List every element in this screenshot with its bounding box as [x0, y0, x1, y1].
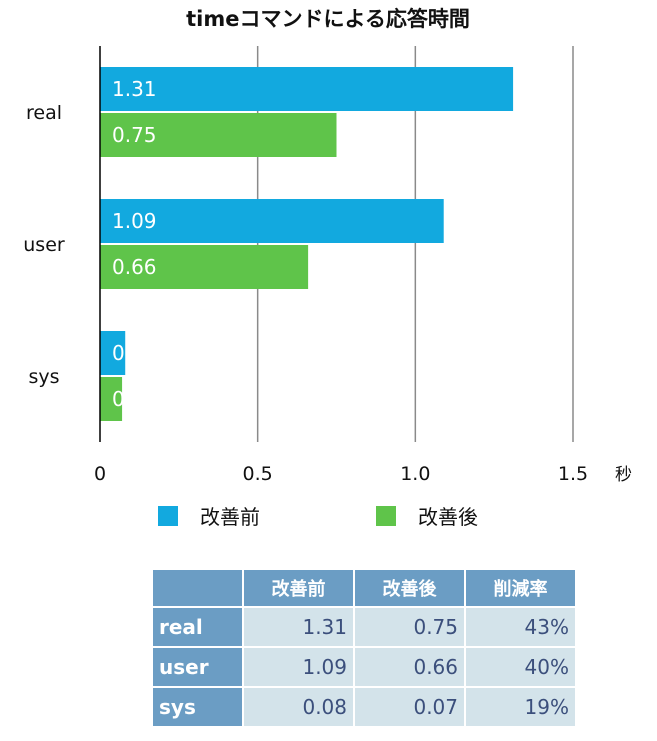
x-tick-label: 1.5: [558, 463, 588, 485]
bar-user-after: [100, 245, 309, 289]
x-tick-labels: 0 0.5 1.0 1.5: [94, 463, 588, 485]
data-label: 0.07: [112, 387, 157, 411]
table-header-after: 改善後: [353, 568, 466, 608]
x-tick-label: 0: [94, 463, 106, 485]
table-header-rate: 削減率: [464, 568, 577, 608]
chart-title: timeコマンドによる応答時間: [186, 7, 470, 31]
data-label: 1.09: [112, 209, 157, 233]
data-table: 改善前 改善後 削減率 real 1.31 0.75 43% user 1.09…: [151, 568, 577, 728]
category-label-sys: sys: [28, 366, 59, 388]
cell-after: 0.07: [353, 686, 466, 728]
table-row: real 1.31 0.75 43%: [151, 606, 577, 648]
bar-sys-before: [100, 331, 126, 375]
cell-after: 0.75: [353, 606, 466, 648]
legend-label-after: 改善後: [418, 505, 478, 529]
x-unit-label: 秒: [615, 465, 632, 485]
data-label: 0.08: [112, 341, 157, 365]
x-tick-label: 0.5: [243, 463, 273, 485]
bars: 1.31 0.75 1.09 0.66 0.08 0.07: [100, 67, 514, 421]
x-tick-label: 1.0: [400, 463, 430, 485]
category-label-user: user: [23, 234, 65, 256]
cell-rate: 43%: [464, 606, 577, 648]
bar-real-after: [100, 113, 337, 157]
legend-label-before: 改善前: [200, 505, 260, 529]
cell-before: 0.08: [242, 686, 355, 728]
grid-lines: [256, 46, 574, 442]
row-label: user: [151, 646, 244, 688]
row-label: sys: [151, 686, 244, 728]
bar-sys-after: [100, 377, 123, 421]
category-label-real: real: [26, 102, 62, 124]
cell-after: 0.66: [353, 646, 466, 688]
cell-rate: 19%: [464, 686, 577, 728]
category-labels: real user sys: [23, 102, 65, 388]
bar-real-before: [100, 67, 514, 111]
bar-user-before: [100, 199, 444, 243]
table-header-row: 改善前 改善後 削減率: [151, 568, 577, 608]
cell-before: 1.09: [242, 646, 355, 688]
table-header-corner: [151, 568, 244, 608]
table-header-before: 改善前: [242, 568, 355, 608]
legend-swatch-before: [158, 506, 178, 526]
legend: 改善前 改善後: [158, 505, 478, 529]
data-label: 0.75: [112, 123, 157, 147]
row-label: real: [151, 606, 244, 648]
legend-swatch-after: [376, 506, 396, 526]
data-label: 0.66: [112, 255, 157, 279]
table-row: sys 0.08 0.07 19%: [151, 686, 577, 728]
cell-before: 1.31: [242, 606, 355, 648]
table-row: user 1.09 0.66 40%: [151, 646, 577, 688]
data-label: 1.31: [112, 77, 157, 101]
response-time-chart: timeコマンドによる応答時間 1.31 0.75 1.09 0.66 0.08 0.07…: [23, 7, 632, 529]
cell-rate: 40%: [464, 646, 577, 688]
